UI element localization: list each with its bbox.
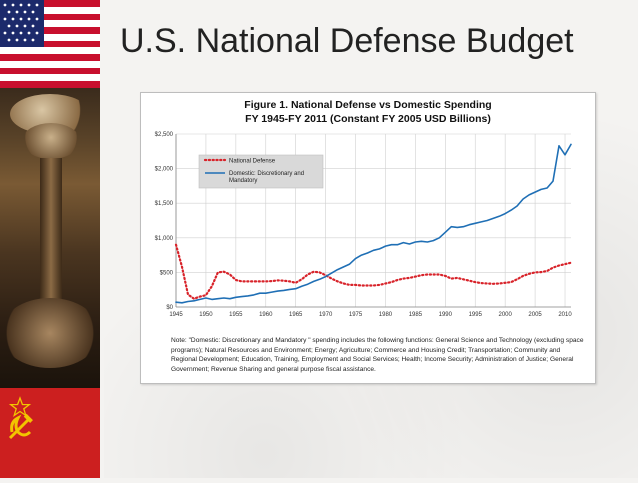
mushroom-cloud-photo	[0, 88, 100, 388]
y-tick-label-1500: $1,500	[155, 201, 174, 207]
chart-subtitle: FY 1945-FY 2011 (Constant FY 2005 USD Bi…	[245, 113, 491, 125]
slide-title: U.S. National Defense Budget	[120, 22, 574, 60]
chart-title: Figure 1. National Defense vs Domestic S…	[244, 99, 492, 111]
x-tick-label-2005: 2005	[528, 312, 542, 318]
x-tick-label-1950: 1950	[199, 312, 213, 318]
x-tick-label-1960: 1960	[259, 312, 273, 318]
ussr-flag-image	[0, 388, 100, 478]
chart-figure: Figure 1. National Defense vs Domestic S…	[140, 92, 596, 384]
left-decorative-strip	[0, 0, 104, 478]
x-tick-label-2010: 2010	[558, 312, 572, 318]
x-tick-label-1985: 1985	[409, 312, 423, 318]
x-tick-label-2000: 2000	[498, 312, 512, 318]
series-line-national-defense	[174, 243, 573, 300]
y-tick-label-1000: $1,000	[155, 236, 174, 242]
y-tick-label-2000: $2,000	[155, 167, 174, 173]
series-line-domestic	[175, 143, 572, 304]
line-chart: $0 $500 $1,000 $1,500 $2,000 $2,500 1945 1950 19…	[155, 132, 573, 318]
x-tick-label-1975: 1975	[349, 312, 363, 318]
y-tick-label-2500: $2,500	[155, 132, 174, 138]
x-tick-label-1955: 1955	[229, 312, 243, 318]
x-tick-label-1995: 1995	[469, 312, 483, 318]
y-tick-label-0: $0	[166, 305, 173, 311]
x-tick-label-1980: 1980	[379, 312, 393, 318]
x-tick-label-1965: 1965	[289, 312, 303, 318]
x-tick-label-1970: 1970	[319, 312, 333, 318]
chart-note: Note: "Domestic: Discretionary and Manda…	[171, 337, 584, 373]
legend-label-national-defense: National Defense	[229, 159, 276, 165]
x-tick-label-1945: 1945	[169, 312, 183, 318]
us-flag-image	[0, 0, 100, 88]
x-tick-label-1990: 1990	[439, 312, 453, 318]
legend-label-domestic: Domestic: Discretionary and Mandatory	[229, 171, 306, 184]
y-tick-label-500: $500	[160, 270, 174, 276]
